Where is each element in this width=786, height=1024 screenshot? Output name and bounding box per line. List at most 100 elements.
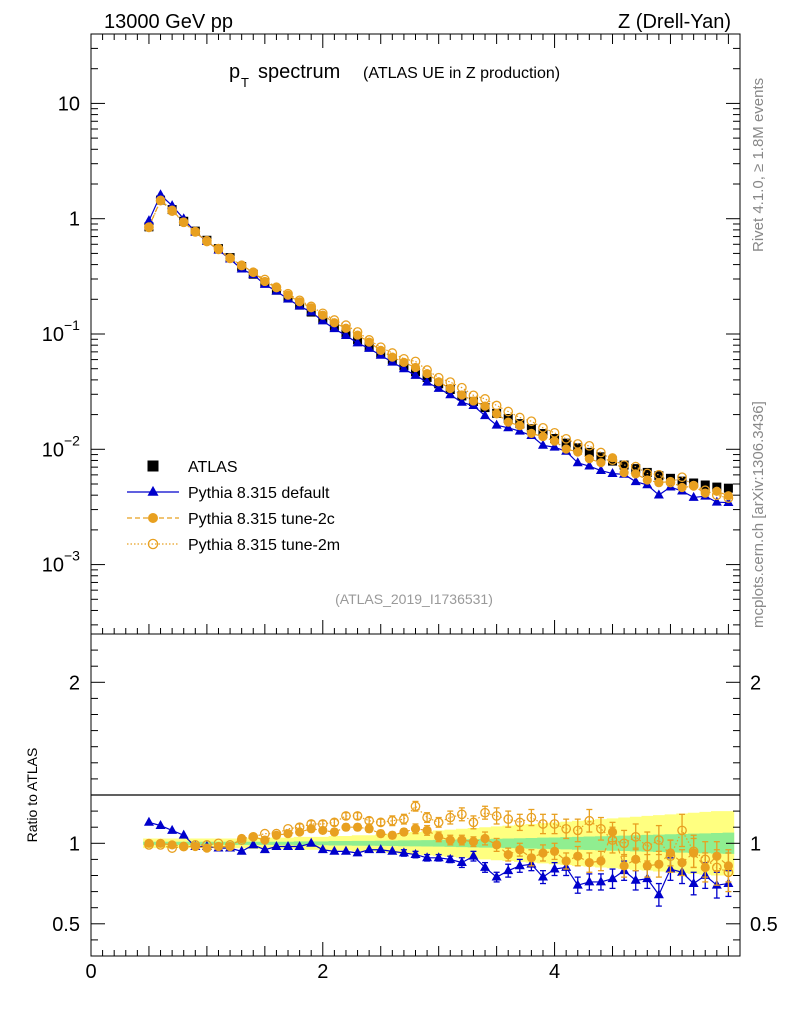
x-tick-label: 0: [85, 961, 96, 983]
y-tick-label-ratio: 1: [69, 833, 80, 855]
tune2c-ratio-point: [584, 858, 594, 868]
tune2c-ratio-point: [561, 856, 571, 866]
tune2c-ratio-point: [410, 824, 421, 834]
analysis-tag: (ATLAS_2019_I1736531): [335, 591, 493, 607]
default-point: [410, 369, 421, 379]
y-tick-label-base: 10: [42, 555, 64, 577]
tune2c-ratio-point: [654, 859, 664, 869]
legend-label-atlas: ATLAS: [188, 459, 238, 476]
default-point: [352, 337, 363, 347]
tune2m-point: [213, 243, 224, 254]
tune2c-point: [329, 318, 339, 328]
tune2m-point: [271, 282, 282, 293]
tune2m-ratio-point: [468, 817, 479, 828]
default-ratio-point: [653, 889, 664, 899]
tune2m-ratio-point: [561, 823, 572, 834]
tune2c-point: [260, 276, 270, 287]
tune2m-point: [167, 206, 177, 216]
default-point: [630, 476, 641, 486]
tune2m-point: [225, 253, 235, 263]
tune2m-ratio-point: [607, 835, 618, 845]
tune2m-point: [630, 461, 641, 472]
tune2c-ratio-point: [677, 858, 687, 868]
tune2c-point: [584, 454, 594, 464]
tune2m-ratio-point: [688, 846, 699, 857]
ratio-panel: Ratio to ATLAS 0.5 0.5 1 1 2 2: [24, 633, 778, 957]
tune2m-ratio-point: [422, 812, 432, 823]
legend-label-tune2c: Pythia 8.315 tune-2c: [188, 511, 335, 528]
default-ratio-point: [317, 844, 328, 854]
tune2m-point: [352, 327, 363, 337]
legend-tune2c-marker: [147, 513, 158, 524]
default-ratio-point: [445, 853, 456, 863]
tune2c-ratio-point: [434, 832, 444, 842]
tune2m-ratio-point: [549, 819, 560, 829]
tune2m-point: [236, 260, 247, 271]
tune2c-point: [596, 458, 606, 468]
tune2m-ratio-point: [271, 828, 282, 839]
tune2m-ratio-point: [584, 815, 595, 826]
legend-label-default: Pythia 8.315 default: [188, 485, 330, 502]
tune2m-point: [480, 394, 490, 404]
tune2m-ratio-point: [723, 867, 734, 878]
tune2m-point: [584, 440, 595, 451]
tune2m-point: [399, 353, 409, 364]
tune2m-point: [514, 412, 525, 423]
tune2m-ratio-point: [654, 835, 664, 845]
default-point: [537, 439, 548, 449]
default-ratio-point: [329, 845, 340, 855]
tune2c-ratio-point: [376, 829, 386, 839]
default-ratio-point: [537, 871, 548, 881]
title-rest: (ATLAS UE in Z production): [363, 65, 560, 82]
default-ratio-point: [364, 844, 375, 854]
tune2m-point: [283, 288, 293, 299]
title-p: p: [229, 61, 240, 83]
tune2c-ratio-point: [202, 843, 212, 853]
tune2m-point: [341, 320, 351, 330]
tune2m-point: [433, 372, 444, 383]
tune2c-ratio-point: [480, 833, 490, 844]
tune2m-ratio-point: [341, 811, 351, 821]
tune2m-ratio-point: [433, 817, 444, 828]
atlas-point: [584, 447, 594, 457]
default-ratio-point: [422, 852, 433, 862]
title-subscript: T: [241, 75, 249, 90]
main-panel: p T spectrum (ATLAS UE in Z production) …: [42, 33, 741, 635]
process-label: Z (Drell-Yan): [618, 11, 731, 33]
tune2c-ratio-point: [619, 861, 629, 871]
default-ratio-point: [259, 844, 270, 854]
tune2m-point: [259, 274, 270, 285]
default-ratio-point: [375, 844, 386, 854]
default-point: [398, 363, 409, 373]
tune2m-point: [642, 468, 653, 479]
tune2m-point: [572, 439, 583, 449]
tune2m-point: [665, 477, 676, 488]
tune2m-ratio-point: [700, 854, 711, 865]
tune2c-point: [631, 469, 641, 479]
tune2m-point: [202, 235, 212, 246]
rivet-label: Rivet 4.1.0, ≥ 1.8M events: [750, 78, 767, 252]
y-tick-label: 1: [69, 209, 80, 231]
tune2m-ratio-point: [259, 828, 270, 839]
tune2m-ratio-point: [410, 801, 421, 812]
default-ratio-point: [143, 816, 154, 826]
tune2m-ratio-point: [352, 811, 363, 821]
tune2m-ratio-point: [213, 838, 224, 849]
tune2m-point: [607, 455, 618, 465]
tune2m-ratio-point: [178, 841, 189, 852]
x-axis-ticks: 0 2 4: [85, 34, 729, 983]
tune2m-point: [144, 222, 154, 233]
tune2m-point: [317, 308, 328, 319]
default-point: [584, 460, 595, 470]
tune2c-ratio-point: [445, 835, 455, 845]
y-tick-label-ratio-right: 2: [750, 672, 761, 694]
tune2m-point: [503, 406, 514, 417]
default-ratio-point: [178, 829, 189, 839]
default-ratio-point: [595, 876, 606, 886]
tune2m-ratio-point: [190, 840, 201, 850]
default-ratio-point: [549, 863, 560, 873]
tune2c-point: [526, 428, 536, 438]
tune2m-ratio-point: [445, 812, 456, 823]
default-point: [723, 496, 734, 506]
default-ratio-point: [480, 861, 491, 871]
